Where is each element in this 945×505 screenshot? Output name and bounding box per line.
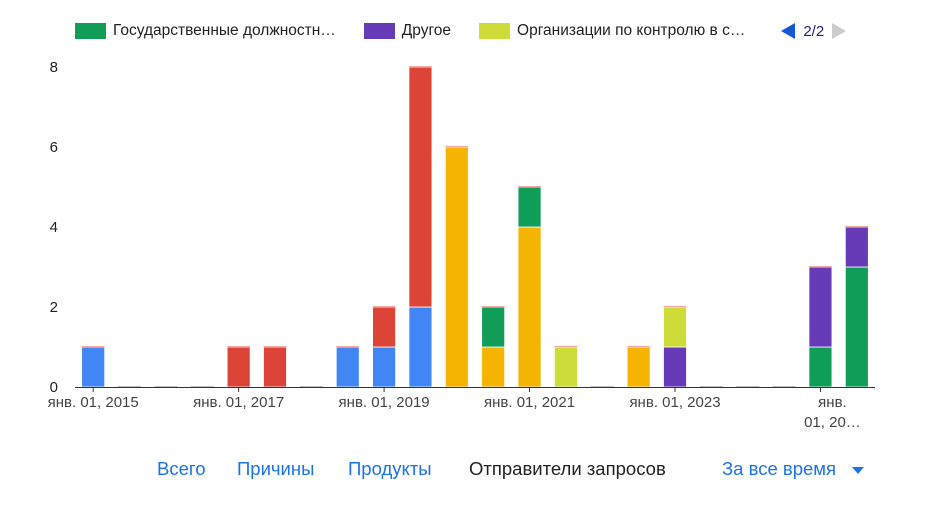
time-range-dropdown[interactable]: За все время (722, 458, 865, 480)
legend-label-government: Государственные должностн… (113, 22, 336, 39)
bar-top-mark (627, 346, 651, 347)
legend-label-organizations: Организации по контролю в с… (517, 22, 746, 39)
legend-pager: 2/2 (781, 22, 847, 40)
bar-segment[interactable] (408, 66, 433, 308)
bar-empty-mark (736, 386, 760, 387)
y-tick-label: 6 (50, 139, 58, 156)
view-tabs: Всего Причины Продукты Отправители запро… (0, 455, 945, 485)
bar-top-mark (408, 66, 432, 67)
bar-segment[interactable] (372, 346, 396, 388)
bar-empty-mark (190, 386, 214, 387)
bar-segment[interactable] (226, 346, 251, 388)
bar-empty-mark (154, 386, 178, 387)
legend-item-organizations: Организации по контролю в с… (479, 22, 745, 40)
bar-segment[interactable] (263, 346, 287, 388)
legend-swatch-other (363, 23, 395, 39)
y-tick-label: 0 (50, 379, 58, 396)
legend-item-other: Другое (363, 22, 452, 40)
x-tick-label: янв. 01, 2023 (629, 394, 720, 411)
bar-top-mark (372, 306, 396, 307)
y-tick-label: 2 (50, 299, 58, 316)
y-tick-label: 4 (50, 219, 58, 236)
tab-products[interactable]: Продукты (348, 458, 432, 479)
bar-empty-mark (118, 386, 142, 387)
bar-empty-mark (772, 386, 796, 387)
bar-segment[interactable] (517, 226, 542, 388)
bar-top-mark (518, 186, 542, 187)
tab-reasons[interactable]: Причины (237, 458, 315, 479)
bar-top-mark (481, 306, 505, 307)
legend-swatch-organizations (479, 23, 511, 39)
legend-label-other: Другое (401, 22, 452, 39)
bar-segment[interactable] (372, 306, 396, 348)
bar-segment[interactable] (663, 306, 687, 348)
time-range-label: За все время (722, 458, 837, 479)
bar-segment[interactable] (844, 226, 869, 268)
bar-segment[interactable] (844, 266, 869, 388)
bar-top-mark (663, 306, 687, 307)
bar-segment[interactable] (663, 346, 687, 388)
bar-segment[interactable] (808, 346, 833, 388)
bar-empty-mark (299, 386, 323, 387)
bar-top-mark (808, 266, 832, 267)
bar-segment[interactable] (481, 346, 506, 388)
legend-next-icon (832, 23, 847, 39)
bar-top-mark (336, 346, 360, 347)
bar-segment[interactable] (335, 346, 360, 388)
bar-segment[interactable] (81, 346, 106, 388)
bar-segment[interactable] (808, 266, 833, 348)
bar-top-mark (81, 346, 105, 347)
tab-all[interactable]: Всего (157, 458, 206, 479)
stacked-bar-chart: 0 2 4 6 8 янв. 01, 2015 янв. 01, 2017 янв. 01, … (48, 59, 875, 431)
chart-legend: Государственные должностн… Другое Органи… (75, 18, 895, 44)
bar-segment[interactable] (408, 306, 433, 388)
bar-top-mark (445, 146, 469, 147)
bar-segment[interactable] (517, 186, 542, 228)
legend-page-indicator: 2/2 (803, 22, 825, 40)
x-tick-label: янв. 01, 2017 (193, 394, 284, 411)
x-tick-label: янв. 01, 2019 (339, 394, 430, 411)
bar-segment[interactable] (554, 346, 578, 388)
bar-top-mark (227, 346, 251, 347)
bar-top-mark (845, 226, 869, 227)
x-tick-label: янв. (818, 394, 847, 411)
x-tick-label: янв. 01, 2021 (484, 394, 575, 411)
legend-item-government: Государственные должностн… (75, 22, 336, 40)
legend-swatch-government (75, 23, 106, 39)
bar-empty-mark (590, 386, 614, 387)
bar-top-mark (263, 346, 287, 347)
bar-top-mark (554, 346, 578, 347)
bar-segment[interactable] (481, 306, 506, 348)
bar-segment[interactable] (444, 146, 469, 388)
x-tick-label: янв. 01, 2015 (48, 394, 139, 411)
y-tick-label: 8 (50, 59, 58, 76)
chevron-down-icon (852, 466, 865, 474)
bar-empty-mark (699, 386, 723, 387)
x-tick-label: 01, 20… (804, 414, 861, 431)
bar-segment[interactable] (626, 346, 651, 388)
legend-prev-icon[interactable] (781, 23, 796, 39)
tab-requesters[interactable]: Отправители запросов (469, 458, 666, 479)
